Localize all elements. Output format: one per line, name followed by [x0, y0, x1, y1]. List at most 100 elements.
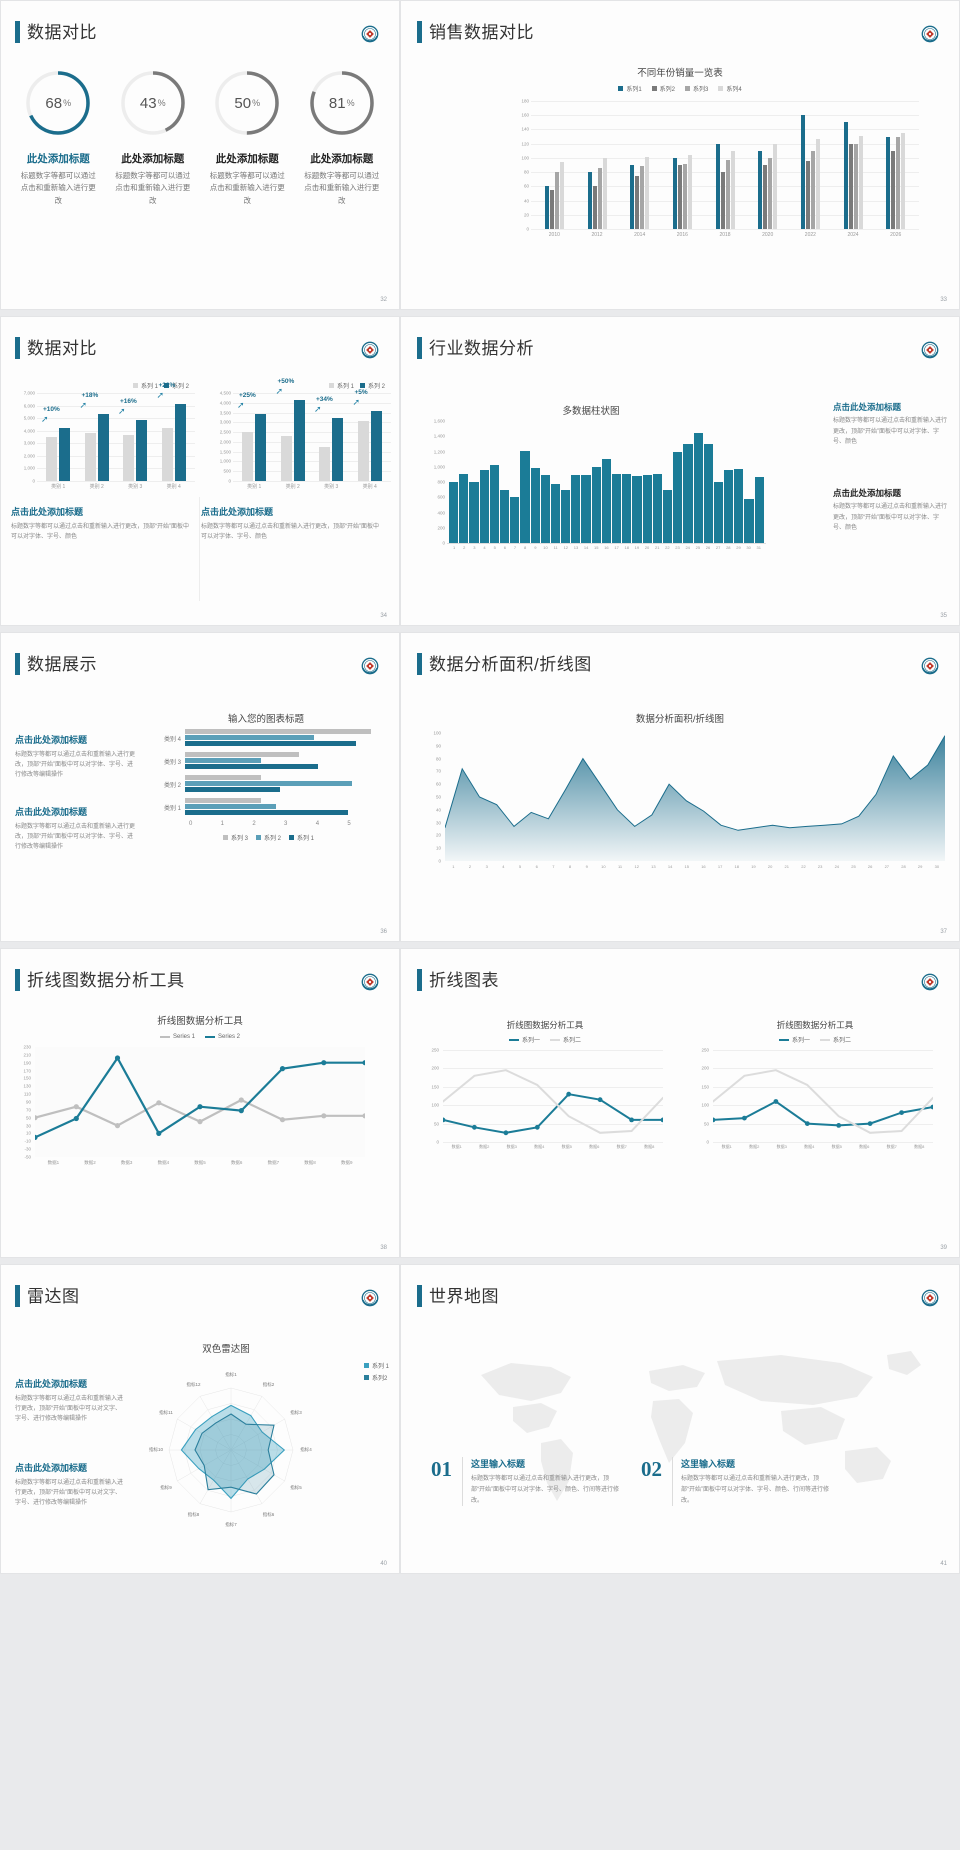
bar[interactable]	[901, 133, 906, 229]
slide-39[interactable]: 折线图表 折线图数据分析工具 系列一 系列二 0 50 100 150 200 250 数据1 数据…	[400, 948, 960, 1258]
bar[interactable]	[800, 115, 805, 229]
bar[interactable]	[896, 136, 901, 229]
bar[interactable]	[677, 165, 682, 229]
bar[interactable]	[683, 443, 693, 543]
bar[interactable]	[46, 437, 58, 481]
slide-35[interactable]: 行业数据分析 多数据柱状图 0 200 400 600 800 1,000 1,200 1,4…	[400, 316, 960, 626]
bar[interactable]	[687, 155, 692, 229]
bar[interactable]	[622, 474, 632, 543]
bar[interactable]	[561, 489, 571, 543]
donut-card[interactable]: 68% 此处添加标题 标题数字等都可以通过点击和重新输入进行更改	[11, 67, 106, 207]
bar[interactable]	[630, 165, 635, 229]
legend-item[interactable]: 系列 2	[163, 381, 189, 390]
donut-card[interactable]: 81% 此处添加标题 标题数字等都可以通过点击和重新输入进行更改	[295, 67, 390, 207]
bar[interactable]	[642, 475, 652, 543]
bar[interactable]	[59, 428, 71, 481]
bar[interactable]	[810, 150, 815, 229]
bar[interactable]	[520, 450, 530, 543]
bar[interactable]	[591, 466, 601, 543]
bar[interactable]	[597, 167, 602, 229]
bar[interactable]	[185, 752, 299, 757]
bar[interactable]	[682, 163, 687, 229]
legend-item[interactable]: 系列 1	[363, 1361, 389, 1370]
bar[interactable]	[185, 729, 372, 734]
bar[interactable]	[571, 475, 581, 543]
bar[interactable]	[763, 165, 768, 229]
bar[interactable]	[97, 414, 109, 481]
bar[interactable]	[185, 781, 353, 786]
bar[interactable]	[581, 474, 591, 543]
bar[interactable]	[293, 399, 305, 481]
legend-item[interactable]: 系列 2	[255, 833, 281, 842]
slide-32[interactable]: 数据对比 68% 此处添加标题 标题数字等都可以通过点击和重新输入进行更改 43% 此处…	[0, 0, 400, 310]
bar[interactable]	[185, 810, 349, 815]
legend-item[interactable]: Series 1	[159, 1034, 195, 1040]
legend-item[interactable]: 系列1	[618, 84, 642, 93]
bar[interactable]	[530, 467, 540, 543]
bar[interactable]	[587, 172, 592, 229]
bar[interactable]	[185, 764, 318, 769]
bar[interactable]	[730, 150, 735, 229]
bar[interactable]	[549, 189, 554, 229]
legend-item[interactable]: 系列一	[778, 1035, 810, 1044]
bar[interactable]	[886, 136, 891, 229]
bar[interactable]	[713, 481, 724, 543]
legend-item[interactable]: 系列2	[651, 84, 675, 93]
bar[interactable]	[174, 403, 186, 481]
slide-36[interactable]: 数据展示 点击此处添加标题 标题数字等都可以通过点击和重新输入进行更改，顶部“开…	[0, 632, 400, 942]
bar[interactable]	[123, 434, 135, 481]
bar[interactable]	[645, 157, 650, 229]
bar[interactable]	[554, 172, 559, 229]
legend-item[interactable]: 系列2	[363, 1373, 389, 1382]
bar[interactable]	[459, 474, 469, 543]
bar[interactable]	[662, 489, 673, 543]
bar[interactable]	[601, 458, 611, 543]
bar[interactable]	[612, 474, 622, 543]
donut-card[interactable]: 43% 此处添加标题 标题数字等都可以通过点击和重新输入进行更改	[106, 67, 201, 207]
bar[interactable]	[510, 497, 520, 543]
slide-38[interactable]: 折线图数据分析工具 折线图数据分析工具 Series 1 Series 2 -50…	[0, 948, 400, 1258]
bar[interactable]	[715, 143, 720, 229]
legend-item[interactable]: 系列4	[718, 84, 742, 93]
bar[interactable]	[332, 418, 344, 481]
bar[interactable]	[185, 735, 315, 740]
bar[interactable]	[540, 474, 550, 543]
legend-item[interactable]: 系列一	[508, 1035, 540, 1044]
bar[interactable]	[652, 474, 662, 543]
legend-item[interactable]: 系列二	[820, 1035, 851, 1044]
bar[interactable]	[720, 172, 725, 229]
bar[interactable]	[357, 421, 369, 481]
bar[interactable]	[768, 157, 773, 229]
map-item-1[interactable]: 01 这里输入标题 标题数字等都可以通过点击和重新输入进行更改，顶部“开始”面板中可…	[431, 1457, 621, 1507]
bar[interactable]	[136, 420, 148, 481]
bar[interactable]	[891, 150, 896, 229]
bar[interactable]	[449, 482, 459, 543]
bar[interactable]	[242, 432, 254, 481]
legend-item[interactable]: 系列 1	[289, 833, 314, 842]
slide-33[interactable]: 销售数据对比 不同年份销量一览表 系列1 系列2 系列3 系列4 0 20 40 60 80 1…	[400, 0, 960, 310]
bar[interactable]	[185, 775, 261, 780]
bar[interactable]	[499, 489, 510, 543]
legend-item[interactable]: 系列 1	[132, 381, 158, 390]
bar[interactable]	[319, 446, 331, 481]
bar[interactable]	[185, 798, 261, 803]
bar[interactable]	[84, 433, 96, 481]
bar[interactable]	[725, 160, 730, 229]
bar[interactable]	[744, 498, 754, 543]
legend-item[interactable]: 系列 2	[359, 381, 385, 390]
bar[interactable]	[853, 143, 858, 229]
legend-item[interactable]: 系列3	[685, 84, 708, 93]
legend-item[interactable]: 系列二	[550, 1035, 581, 1044]
bar[interactable]	[632, 475, 642, 543]
bar[interactable]	[185, 804, 277, 809]
bar[interactable]	[693, 432, 703, 543]
bar[interactable]	[635, 175, 640, 229]
bar[interactable]	[734, 468, 744, 543]
bar[interactable]	[673, 451, 683, 543]
bar[interactable]	[544, 185, 549, 229]
bar[interactable]	[185, 758, 261, 763]
legend-item[interactable]: Series 2	[205, 1034, 240, 1040]
bar[interactable]	[280, 436, 292, 481]
bar[interactable]	[640, 166, 645, 229]
bar[interactable]	[672, 157, 677, 229]
